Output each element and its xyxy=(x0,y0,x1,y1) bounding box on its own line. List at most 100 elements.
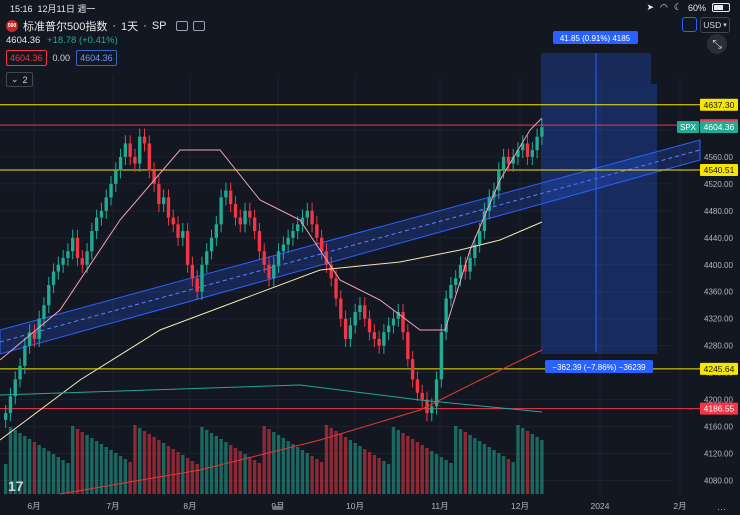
price-tick-label: 4200.00 xyxy=(704,396,733,405)
fullscreen-icon[interactable] xyxy=(682,17,697,32)
volume-bar xyxy=(267,429,271,494)
candle-body xyxy=(243,210,247,225)
candle-body xyxy=(458,264,463,279)
more-options-icon[interactable]: ⋯ xyxy=(717,504,726,514)
candle-body xyxy=(372,332,376,339)
volume-bar xyxy=(449,463,453,494)
candle-body xyxy=(66,251,70,259)
price-tick-label: 4160.00 xyxy=(704,423,733,432)
candle-body xyxy=(473,244,477,259)
volume-bar xyxy=(334,431,338,494)
candle-body xyxy=(90,231,94,252)
candle-body xyxy=(51,271,56,285)
volume-bar xyxy=(262,426,266,494)
candle-body xyxy=(296,224,300,232)
separator-dot-2: · xyxy=(143,20,147,32)
volume-bar xyxy=(66,463,70,494)
candle-body xyxy=(343,318,348,339)
volume-bar xyxy=(516,425,520,494)
price-tag-label: 4245.64 xyxy=(704,364,735,374)
candle-body xyxy=(118,156,123,171)
compare-icon[interactable] xyxy=(175,21,188,31)
volume-bar xyxy=(219,439,223,494)
trend-channel xyxy=(0,139,701,355)
sell-button[interactable]: 4604.36 xyxy=(6,50,47,66)
candle-body xyxy=(94,217,99,232)
candle-body xyxy=(482,210,487,232)
indicators-toggle[interactable]: ⌄ 2 xyxy=(6,72,33,87)
volume-bar xyxy=(238,451,242,494)
buy-button[interactable]: 4604.36 xyxy=(76,50,117,66)
symbol-row[interactable]: 500 标准普尔500指数 · 1天 · SP xyxy=(6,18,205,34)
volume-bar xyxy=(286,441,290,494)
time-tick-label: 12月 xyxy=(511,501,529,511)
candle-body xyxy=(161,197,166,205)
price-tag-label: 4540.51 xyxy=(704,165,735,175)
price-tick-label: 4360.00 xyxy=(704,288,733,297)
volume-bar xyxy=(185,458,190,494)
volume-bar xyxy=(257,463,262,494)
candle-body xyxy=(281,244,286,252)
spx-tag-label: SPX xyxy=(680,123,697,132)
candle-body xyxy=(334,278,338,299)
volume-bar xyxy=(477,441,482,494)
volume-bar xyxy=(142,431,147,494)
candle-body xyxy=(42,305,46,319)
volume-bar xyxy=(410,439,415,494)
volume-bar xyxy=(482,444,487,494)
drag-handle[interactable] xyxy=(272,506,282,510)
volume-bar xyxy=(128,462,132,494)
volume-bar xyxy=(439,457,444,494)
spx-tag-bg xyxy=(677,120,699,133)
candle-body xyxy=(406,332,410,360)
candle-body xyxy=(286,237,290,245)
price-tick-label: 4400.00 xyxy=(704,261,733,270)
volume-bar xyxy=(23,436,27,494)
volume-bar xyxy=(27,439,32,494)
volume-bar xyxy=(205,430,209,494)
price-tag-bg xyxy=(700,120,738,133)
candle-body xyxy=(233,204,238,218)
indicators-count: 2 xyxy=(22,74,28,85)
candle-body xyxy=(521,143,525,151)
price-change: +18.78 (+0.41%) xyxy=(46,35,118,46)
wifi-icon: ◠ xyxy=(660,2,668,12)
candle-body xyxy=(8,396,13,414)
volume-bar xyxy=(47,451,51,494)
volume-bar xyxy=(147,434,151,494)
volume-bar xyxy=(291,444,295,494)
volume-bar xyxy=(85,435,89,494)
ma-line-pink xyxy=(0,117,543,361)
currency-select[interactable]: USD ▾ xyxy=(700,17,730,33)
candle-body xyxy=(387,325,391,333)
volume-bar xyxy=(530,434,534,494)
interval-label[interactable]: 1天 xyxy=(121,21,139,33)
price-tag-bg xyxy=(700,362,738,375)
chart-header: 500 标准普尔500指数 · 1天 · SP 4604.36 +18.78 (… xyxy=(0,14,740,87)
volume-bar xyxy=(80,432,84,494)
ma-line-red xyxy=(59,349,543,495)
volume-bar xyxy=(324,425,329,494)
candle-body xyxy=(339,298,343,319)
volume-bar xyxy=(214,436,219,494)
symbol-name[interactable]: 标准普尔500指数 xyxy=(23,21,108,33)
volume-bar xyxy=(272,432,276,494)
crosshair-plus-icon[interactable]: ⤡ xyxy=(707,34,727,54)
candle-body xyxy=(468,258,472,272)
tradingview-logo: 17 xyxy=(8,478,24,494)
volume-bar xyxy=(468,435,472,494)
price-tag-label: 4637.30 xyxy=(704,100,735,110)
volume-bar xyxy=(233,448,238,494)
settings-box-icon[interactable] xyxy=(192,21,205,31)
candle-body xyxy=(363,305,367,319)
candle-body xyxy=(128,143,132,157)
volume-bar xyxy=(118,456,123,494)
volume-bar xyxy=(37,445,41,494)
candle-body xyxy=(391,318,396,326)
volume-bar xyxy=(463,432,467,494)
time-tick-label: 10月 xyxy=(346,501,364,511)
volume-bar xyxy=(243,454,247,494)
volume-bar xyxy=(13,430,17,494)
volume-bar xyxy=(56,457,61,494)
